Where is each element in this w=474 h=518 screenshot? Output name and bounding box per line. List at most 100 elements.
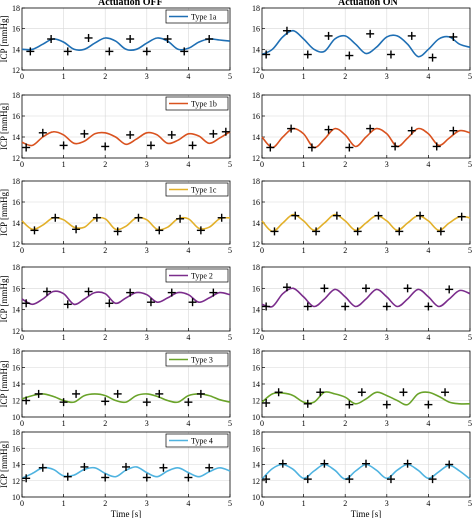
column-title-actuation-off: Actuation OFF [98,0,163,8]
x-tick-label: 3 [145,499,149,508]
legend-label: Type 4 [191,437,213,446]
x-tick-label: 2 [103,499,107,508]
y-tick-label: 14 [252,219,260,228]
y-tick-label: 18 [252,4,260,13]
y-axis-label: ICP [mmHg] [0,103,9,150]
legend-label: Type 1b [191,100,217,109]
column-title-actuation-on: Actuation ON [338,0,398,8]
x-tick-label: 1 [62,246,66,255]
y-tick-label: 14 [252,461,260,470]
x-tick-label: 2 [343,72,347,81]
x-tick-label: 3 [385,333,389,342]
y-axis-label: ICP [mmHg] [0,189,9,236]
x-tick-label: 3 [385,72,389,81]
y-tick-label: 16 [12,284,20,293]
x-tick-label: 5 [228,246,232,255]
y-tick-label: 10 [252,413,260,422]
x-tick-label: 2 [343,246,347,255]
x-tick-label: 2 [343,160,347,169]
y-tick-label: 10 [12,413,20,422]
series-line [21,216,231,231]
x-tick-label: 0 [260,72,264,81]
x-tick-label: 1 [302,72,306,81]
y-tick-label: 16 [252,364,260,373]
x-tick-label: 4 [186,499,190,508]
legend-box [165,433,229,448]
x-tick-label: 2 [343,499,347,508]
x-tick-label: 3 [385,246,389,255]
x-tick-label: 2 [103,72,107,81]
y-tick-label: 18 [12,347,20,356]
y-tick-label: 14 [12,133,20,142]
legend-box [165,268,229,283]
x-tick-label: 5 [468,160,472,169]
plot-frame [261,7,471,71]
series-line [21,130,231,147]
x-tick-label: 1 [62,160,66,169]
y-tick-label: 12 [252,240,260,249]
y-tick-label: 14 [252,45,260,54]
y-tick-label: 14 [252,306,260,315]
x-tick-label: 5 [468,246,472,255]
y-tick-label: 16 [252,444,260,453]
plot-frame [261,180,471,245]
x-tick-label: 4 [426,419,430,428]
x-tick-label: 4 [186,160,190,169]
y-tick-label: 18 [252,347,260,356]
y-axis-label: ICP [mmHg] [0,276,9,323]
y-tick-label: 12 [252,477,260,486]
legend-box [165,96,229,111]
y-tick-label: 12 [12,327,20,336]
legend-box [165,182,229,197]
x-tick-label: 0 [20,72,24,81]
x-tick-label: 5 [228,72,232,81]
y-axis-label: ICP [mmHg] [0,441,9,488]
legend-box [165,9,229,24]
y-tick-label: 12 [12,154,20,163]
y-axis-label: ICP [mmHg] [0,361,9,408]
series-line [261,391,471,406]
x-tick-label: 3 [145,419,149,428]
y-tick-label: 12 [252,327,260,336]
legend-label: Type 3 [191,356,213,365]
x-tick-label: 5 [228,419,232,428]
x-tick-label: 4 [186,246,190,255]
y-tick-label: 16 [252,112,260,121]
x-tick-label: 2 [103,333,107,342]
x-tick-label: 1 [302,333,306,342]
x-tick-label: 1 [62,333,66,342]
x-tick-label: 1 [62,419,66,428]
plot-frame [261,266,471,332]
x-tick-label: 1 [302,246,306,255]
y-tick-label: 16 [12,25,20,34]
y-tick-label: 14 [12,461,20,470]
x-axis-label: Time [s] [111,509,141,518]
x-tick-label: 5 [468,419,472,428]
y-tick-label: 16 [252,284,260,293]
series-line [261,287,471,308]
x-tick-label: 4 [186,72,190,81]
x-tick-label: 2 [103,419,107,428]
x-tick-label: 0 [260,333,264,342]
x-tick-label: 4 [426,333,430,342]
x-tick-label: 1 [62,72,66,81]
x-tick-label: 2 [343,333,347,342]
y-tick-label: 18 [252,91,260,100]
y-tick-label: 12 [252,154,260,163]
x-tick-label: 0 [20,160,24,169]
y-tick-label: 18 [12,428,20,437]
y-tick-label: 12 [252,66,260,75]
y-tick-label: 16 [252,25,260,34]
y-tick-label: 16 [12,112,20,121]
y-tick-label: 18 [252,177,260,186]
x-tick-label: 3 [145,333,149,342]
x-tick-label: 4 [426,160,430,169]
x-tick-label: 2 [103,160,107,169]
legend-label: Type 2 [191,272,213,281]
y-tick-label: 12 [12,240,20,249]
